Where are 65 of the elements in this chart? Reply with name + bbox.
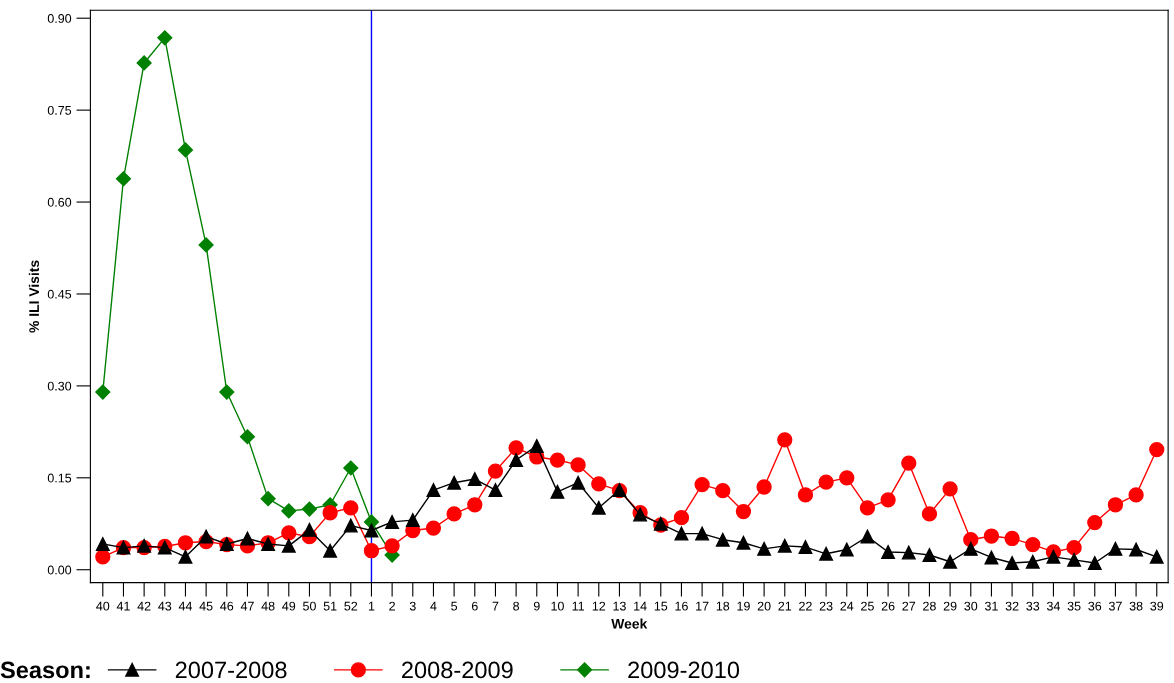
x-tick-label: 40 [96, 601, 110, 611]
legend-label: 2007-2008 [175, 661, 287, 679]
x-tick-label: 47 [240, 601, 254, 611]
y-tick-label: 0.45 [47, 289, 72, 299]
x-tick-label: 46 [220, 601, 234, 611]
x-tick-label: 16 [675, 601, 688, 611]
x-tick-label: 6 [471, 601, 478, 611]
x-tick-label: 18 [716, 601, 730, 611]
x-tick-label: 11 [572, 601, 584, 611]
x-tick-label: 26 [881, 601, 895, 611]
x-tick-label: 12 [592, 601, 606, 611]
x-tick-label: 1 [368, 601, 375, 611]
x-tick-label: 25 [861, 601, 874, 611]
legend-label: 2008-2009 [402, 661, 513, 679]
x-tick-label: 36 [1088, 601, 1102, 611]
x-tick-label: 22 [799, 601, 812, 611]
x-tick-label: 2 [389, 601, 395, 611]
x-tick-label: 20 [757, 601, 771, 611]
x-tick-label: 43 [158, 601, 172, 611]
x-tick-label: 33 [1026, 601, 1040, 611]
x-tick-label: 50 [303, 601, 316, 611]
x-tick-label: 10 [551, 601, 564, 611]
x-tick-label: 49 [282, 601, 296, 611]
x-tick-label: 4 [430, 601, 437, 611]
x-tick-label: 9 [533, 601, 540, 611]
x-tick-label: 17 [696, 601, 709, 611]
x-tick-label: 34 [1046, 601, 1061, 611]
x-tick-label: 39 [1150, 601, 1164, 611]
x-tick-label: 48 [261, 601, 275, 611]
x-tick-label: 51 [323, 601, 337, 611]
x-tick-label: 30 [964, 601, 978, 611]
legend-title: Season: [0, 661, 90, 679]
x-tick-label: 21 [778, 601, 792, 611]
x-tick-label: 44 [178, 601, 193, 611]
x-tick-label: 35 [1067, 601, 1081, 611]
x-tick-label: 41 [116, 601, 130, 611]
x-tick-label: 37 [1108, 601, 1122, 611]
x-tick-label: 31 [984, 601, 998, 611]
y-tick-label: 0.60 [47, 197, 72, 207]
x-tick-label: 5 [451, 601, 458, 611]
x-tick-label: 15 [654, 601, 668, 611]
y-tick-label: 0.75 [47, 105, 72, 115]
x-tick-label: 24 [840, 601, 854, 611]
y-tick-label: 0.00 [47, 565, 72, 575]
x-tick-label: 13 [613, 601, 626, 611]
x-tick-label: 28 [923, 601, 936, 611]
x-tick-label: 32 [1005, 601, 1019, 611]
y-tick-label: 0.90 [47, 14, 72, 23]
legend-label: 2009-2010 [628, 661, 740, 679]
x-tick-label: 38 [1129, 601, 1143, 611]
x-tick-label: 52 [344, 601, 358, 611]
x-tick-label: 7 [492, 601, 499, 611]
y-axis-title: % ILI Visits [28, 260, 40, 333]
x-tick-label: 23 [819, 601, 833, 611]
x-tick-label: 19 [737, 601, 750, 611]
x-tick-label: 3 [409, 601, 416, 611]
x-tick-label: 27 [902, 601, 916, 611]
x-tick-label: 29 [943, 601, 957, 611]
x-axis-title: Week [611, 618, 648, 629]
y-tick-label: 0.30 [47, 381, 72, 391]
x-tick-label: 45 [199, 601, 213, 611]
x-tick-label: 14 [634, 601, 647, 611]
x-tick-label: 42 [137, 601, 151, 611]
y-tick-label: 0.15 [47, 473, 72, 483]
x-tick-label: 8 [513, 601, 520, 611]
